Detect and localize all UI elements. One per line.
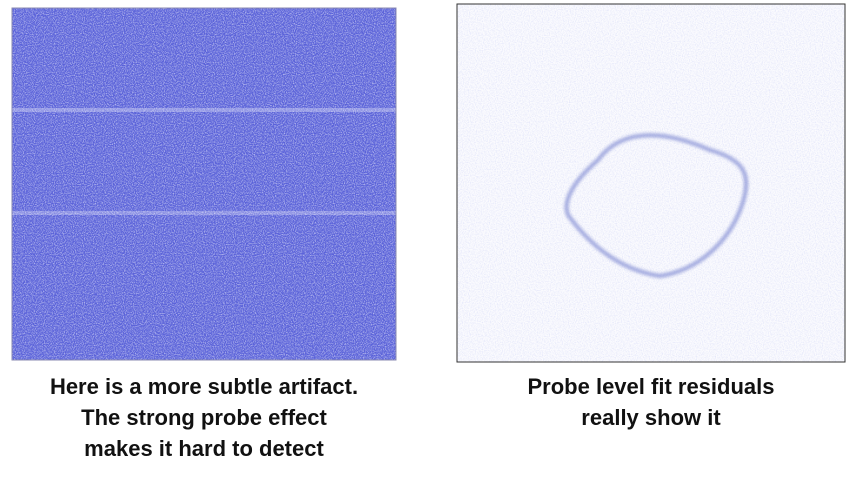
caption: Probe level fit residuals really show it xyxy=(451,371,850,433)
caption-line: really show it xyxy=(581,405,721,430)
caption-line: Here is a more subtle artifact. xyxy=(49,374,359,399)
caption: Here is a more subtle artifact. The stro… xyxy=(4,371,404,464)
probe-image xyxy=(11,7,397,361)
residual-image xyxy=(456,3,846,363)
caption-line: makes it hard to detect xyxy=(84,436,324,461)
caption-line: Probe level fit residuals xyxy=(527,374,775,399)
caption-line: The strong probe effect xyxy=(81,405,327,430)
